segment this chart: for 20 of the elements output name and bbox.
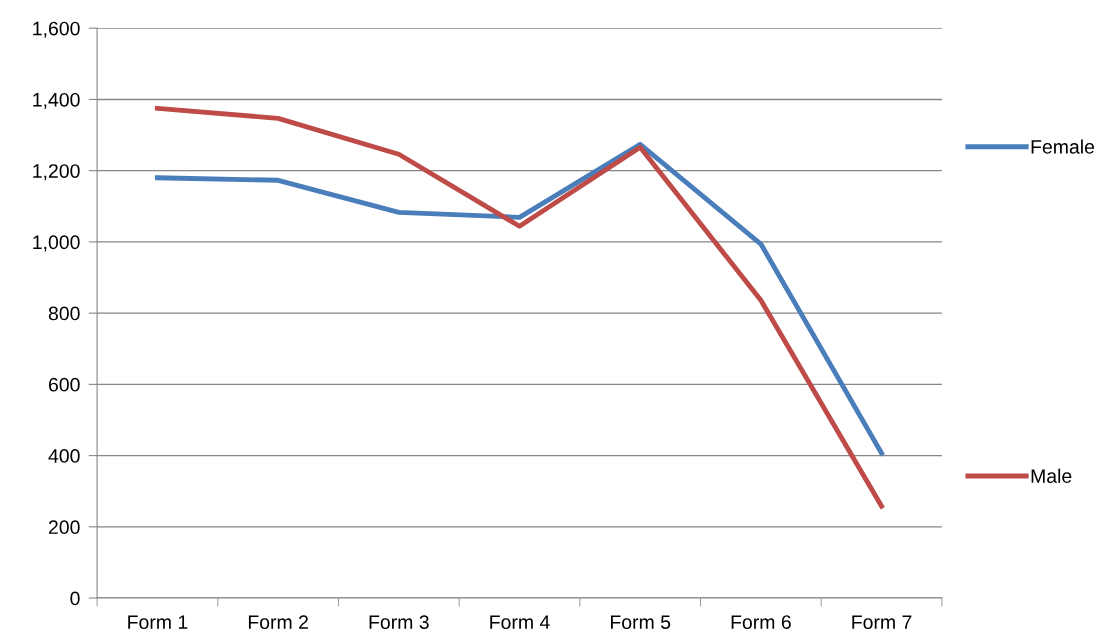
legend-label: Female	[1031, 139, 1095, 154]
x-tick-label: Form 6	[731, 615, 791, 629]
y-tick-label: 1,400	[33, 92, 80, 109]
x-tick-label: Form 4	[490, 615, 550, 629]
y-tick-label: 1,600	[33, 21, 80, 38]
y-tick-label: 600	[48, 377, 80, 392]
x-tick-label: Form 1	[128, 615, 188, 629]
x-tick-label: Form 7	[852, 615, 912, 629]
y-tick-label: 200	[48, 520, 80, 535]
line-series	[155, 105, 884, 509]
y-tick-label: 1,200	[33, 164, 80, 181]
x-tick-label: Form 3	[369, 615, 429, 629]
y-tick-label: 800	[48, 306, 80, 321]
line-series	[155, 141, 884, 456]
y-tick-label: 400	[48, 449, 80, 463]
y-tick-label: 0	[70, 591, 80, 606]
x-tick-label: Form 5	[610, 615, 671, 629]
y-tick-label: 1,000	[33, 235, 80, 252]
x-tick-label: Form 2	[248, 615, 308, 629]
legend-label: Male	[1031, 468, 1072, 483]
